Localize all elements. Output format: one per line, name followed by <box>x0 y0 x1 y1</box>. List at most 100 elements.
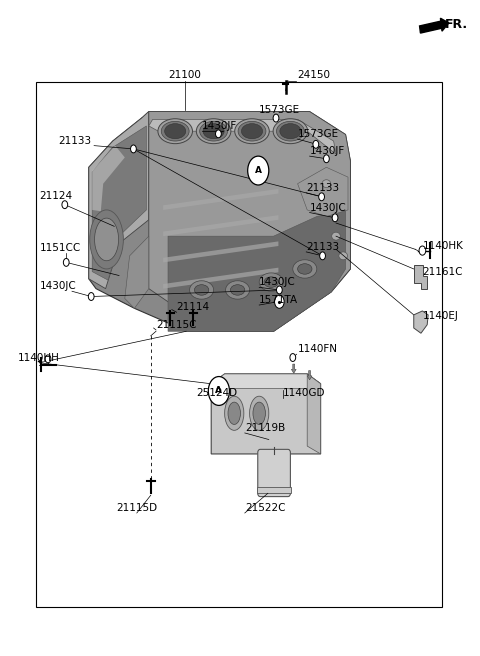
Text: 1430JC: 1430JC <box>259 277 296 287</box>
Ellipse shape <box>276 121 304 141</box>
Circle shape <box>324 155 329 163</box>
Circle shape <box>319 193 324 201</box>
Text: 25124D: 25124D <box>196 388 237 398</box>
Text: 1140HH: 1140HH <box>18 353 60 363</box>
Circle shape <box>320 252 325 260</box>
Ellipse shape <box>196 119 231 144</box>
Circle shape <box>62 201 68 209</box>
Ellipse shape <box>161 121 189 141</box>
Text: 21124: 21124 <box>39 191 72 201</box>
Text: A: A <box>216 386 222 396</box>
Text: 1151CC: 1151CC <box>39 243 81 253</box>
Text: FR.: FR. <box>445 18 468 31</box>
Circle shape <box>332 214 338 222</box>
Polygon shape <box>89 118 350 331</box>
Ellipse shape <box>298 264 312 274</box>
Ellipse shape <box>241 123 263 138</box>
Text: 21133: 21133 <box>58 136 91 146</box>
Polygon shape <box>414 265 427 289</box>
Polygon shape <box>149 112 350 331</box>
Text: A: A <box>255 166 262 175</box>
Polygon shape <box>125 236 149 308</box>
Circle shape <box>276 286 282 294</box>
Circle shape <box>275 295 284 308</box>
Polygon shape <box>163 268 278 289</box>
Ellipse shape <box>215 379 222 385</box>
FancyBboxPatch shape <box>258 449 290 497</box>
Ellipse shape <box>230 285 245 295</box>
Circle shape <box>208 377 229 405</box>
Polygon shape <box>89 112 149 289</box>
Ellipse shape <box>190 281 214 299</box>
Text: 1140EJ: 1140EJ <box>422 312 458 321</box>
Circle shape <box>273 114 279 122</box>
Text: 21133: 21133 <box>306 183 339 193</box>
Polygon shape <box>163 189 278 210</box>
Polygon shape <box>149 119 336 154</box>
Text: 21115C: 21115C <box>156 320 196 330</box>
Ellipse shape <box>200 121 228 141</box>
Ellipse shape <box>238 121 266 141</box>
Polygon shape <box>142 112 350 161</box>
Bar <box>36 82 442 607</box>
Text: 21119B: 21119B <box>245 423 285 433</box>
Bar <box>257 487 291 493</box>
Ellipse shape <box>293 260 317 278</box>
Text: 21100: 21100 <box>168 70 201 80</box>
Text: 21115D: 21115D <box>116 503 157 513</box>
Polygon shape <box>211 374 321 388</box>
Ellipse shape <box>228 402 240 424</box>
Ellipse shape <box>322 180 331 188</box>
Ellipse shape <box>332 232 340 240</box>
Circle shape <box>45 355 51 363</box>
Text: 1573GE: 1573GE <box>298 129 339 139</box>
Text: 1571TA: 1571TA <box>259 295 299 305</box>
Polygon shape <box>163 215 278 236</box>
Ellipse shape <box>203 123 224 138</box>
Text: 21161C: 21161C <box>422 267 463 277</box>
Text: 1430JF: 1430JF <box>202 121 237 131</box>
Polygon shape <box>414 311 428 333</box>
Polygon shape <box>298 167 348 216</box>
Ellipse shape <box>165 123 186 138</box>
Ellipse shape <box>253 402 265 424</box>
Polygon shape <box>163 241 278 262</box>
Text: 1430JF: 1430JF <box>310 146 345 156</box>
Ellipse shape <box>235 119 269 144</box>
Polygon shape <box>168 210 346 331</box>
Polygon shape <box>92 146 125 211</box>
Ellipse shape <box>250 396 269 430</box>
Text: 1573GE: 1573GE <box>259 105 300 115</box>
Text: 21114: 21114 <box>177 302 210 312</box>
Text: 24150: 24150 <box>298 70 331 80</box>
Ellipse shape <box>264 277 278 287</box>
Text: 1140FN: 1140FN <box>298 344 337 354</box>
FancyArrow shape <box>307 371 312 380</box>
Text: 1430JC: 1430JC <box>39 281 76 291</box>
Polygon shape <box>211 374 321 454</box>
Ellipse shape <box>158 119 192 144</box>
Polygon shape <box>92 126 146 280</box>
Ellipse shape <box>259 273 283 291</box>
FancyArrow shape <box>291 364 296 373</box>
Ellipse shape <box>225 396 244 430</box>
Ellipse shape <box>90 210 123 269</box>
Ellipse shape <box>194 285 209 295</box>
Text: 1430JC: 1430JC <box>310 203 347 213</box>
FancyArrow shape <box>420 18 449 33</box>
Text: 21522C: 21522C <box>245 503 285 513</box>
Circle shape <box>313 140 319 148</box>
Circle shape <box>63 258 69 266</box>
Circle shape <box>131 145 136 153</box>
Circle shape <box>88 293 94 300</box>
Ellipse shape <box>339 252 348 260</box>
Circle shape <box>248 156 269 185</box>
Ellipse shape <box>226 281 250 299</box>
Circle shape <box>419 246 426 255</box>
Text: 1140GD: 1140GD <box>283 388 326 398</box>
Circle shape <box>290 354 296 361</box>
Text: 21133: 21133 <box>306 242 339 252</box>
Ellipse shape <box>273 119 308 144</box>
Circle shape <box>216 130 221 138</box>
Polygon shape <box>307 374 321 454</box>
